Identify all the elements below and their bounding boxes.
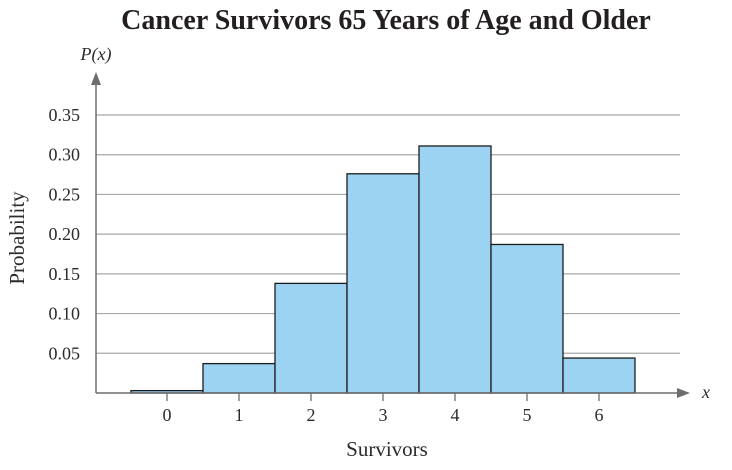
- tick-labels: 0.05 0.10 0.15 0.20 0.25 0.30 0.35 0 1 2 3 4 5 6: [49, 105, 604, 425]
- y-tick-label: 0.35: [49, 105, 81, 125]
- histogram-bar: [418, 145, 492, 394]
- y-tick-label: 0.25: [49, 184, 81, 204]
- y-tick-label: 0.05: [49, 343, 81, 363]
- axes: [91, 72, 690, 401]
- y-tick-label: 0.20: [49, 224, 81, 244]
- y-axis-symbol: P(x): [80, 44, 112, 65]
- histogram-bar: [490, 243, 564, 394]
- x-tick-label: 6: [595, 405, 604, 425]
- x-tick-label: 2: [307, 405, 316, 425]
- x-axis-symbol: x: [701, 382, 710, 402]
- chart-title: Cancer Survivors 65 Years of Age and Old…: [121, 5, 651, 36]
- histogram-bar: [202, 362, 276, 394]
- y-tick-label: 0.30: [49, 145, 81, 165]
- bars: [130, 145, 636, 394]
- x-axis-label: Survivors: [346, 437, 428, 461]
- x-tick-label: 1: [235, 405, 244, 425]
- x-tick-label: 5: [523, 405, 532, 425]
- x-axis-arrow: [677, 388, 690, 398]
- x-tick-label: 3: [379, 405, 388, 425]
- y-axis-arrow: [91, 72, 101, 85]
- y-tick-label: 0.15: [49, 264, 81, 284]
- histogram-bar: [562, 357, 636, 394]
- histogram-bar: [274, 282, 348, 394]
- x-tick-label: 0: [163, 405, 172, 425]
- y-tick-label: 0.10: [49, 304, 81, 324]
- histogram-bar: [346, 173, 420, 394]
- y-axis-label: Probability: [5, 191, 29, 285]
- x-tick-label: 4: [451, 405, 460, 425]
